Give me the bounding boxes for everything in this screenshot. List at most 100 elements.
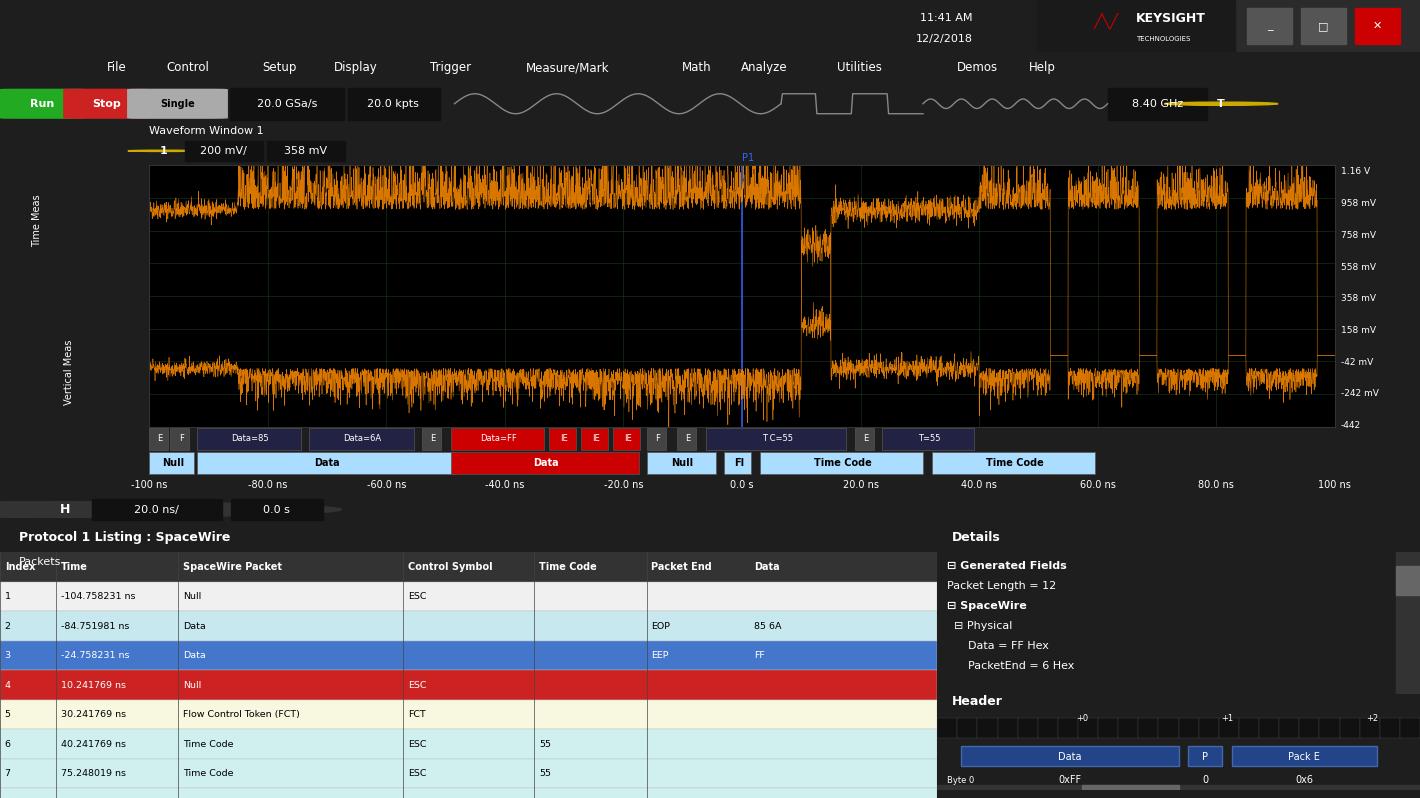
Text: 558 mV: 558 mV xyxy=(1340,263,1376,271)
Bar xyxy=(937,718,957,738)
Bar xyxy=(1058,718,1078,738)
Bar xyxy=(937,785,1420,790)
Bar xyxy=(1238,718,1260,738)
Bar xyxy=(0,670,937,700)
Text: Control Symbol: Control Symbol xyxy=(408,562,493,572)
Text: Demos: Demos xyxy=(957,61,998,74)
Text: Run: Run xyxy=(30,99,55,109)
Text: Data: Data xyxy=(314,458,339,468)
Text: Analyze: Analyze xyxy=(741,61,788,74)
Bar xyxy=(196,428,301,450)
Text: 0x6: 0x6 xyxy=(1295,776,1314,785)
Circle shape xyxy=(0,502,342,517)
Text: F: F xyxy=(179,434,183,444)
Bar xyxy=(1360,718,1380,738)
Text: 30.241769 ns: 30.241769 ns xyxy=(61,710,126,719)
Text: SpaceWire Packet: SpaceWire Packet xyxy=(183,562,281,572)
Text: 0.0 s: 0.0 s xyxy=(730,480,754,490)
Text: ESC: ESC xyxy=(408,681,426,689)
Bar xyxy=(1159,718,1179,738)
Text: 1: 1 xyxy=(159,146,168,156)
Text: -84.751981 ns: -84.751981 ns xyxy=(61,622,129,630)
Text: 358 mV: 358 mV xyxy=(284,146,327,156)
Text: ⊟ Physical: ⊟ Physical xyxy=(947,621,1012,631)
Bar xyxy=(957,718,977,738)
Bar xyxy=(1319,718,1339,738)
Text: 4: 4 xyxy=(4,681,11,689)
Text: ⊟ Generated Fields: ⊟ Generated Fields xyxy=(947,562,1066,571)
Bar xyxy=(724,452,751,474)
Text: Time Code: Time Code xyxy=(540,562,596,572)
Bar xyxy=(612,428,640,450)
Text: Packets: Packets xyxy=(18,557,61,567)
Text: E: E xyxy=(158,434,162,444)
Text: 8.40 GHz: 8.40 GHz xyxy=(1132,99,1183,109)
Bar xyxy=(1198,718,1218,738)
Text: Index: Index xyxy=(4,562,36,572)
Text: -24.758231 ns: -24.758231 ns xyxy=(61,651,129,660)
Text: IE: IE xyxy=(559,434,568,444)
Bar xyxy=(230,499,322,520)
Bar xyxy=(0,700,937,729)
Bar xyxy=(1396,552,1420,694)
Text: H: H xyxy=(60,503,70,516)
Text: -42 mV: -42 mV xyxy=(1340,358,1373,367)
Text: Time Code: Time Code xyxy=(814,458,872,468)
Text: Data=85: Data=85 xyxy=(231,434,268,444)
Bar xyxy=(677,428,696,450)
Text: E: E xyxy=(862,434,868,444)
Text: +2: +2 xyxy=(1366,713,1377,723)
Text: 2: 2 xyxy=(4,622,11,630)
Bar xyxy=(1279,718,1299,738)
Bar xyxy=(170,428,189,450)
Bar xyxy=(1218,718,1238,738)
Text: 11:41 AM: 11:41 AM xyxy=(920,13,973,23)
Bar xyxy=(1339,718,1359,738)
Bar xyxy=(882,428,974,450)
Text: Null: Null xyxy=(183,681,202,689)
Text: 85 6A: 85 6A xyxy=(754,622,782,630)
Text: 200 mV/: 200 mV/ xyxy=(199,146,247,156)
Text: 10.241769 ns: 10.241769 ns xyxy=(61,681,126,689)
Text: -60.0 ns: -60.0 ns xyxy=(366,480,406,490)
Text: Data=6A: Data=6A xyxy=(344,434,382,444)
Text: 20.0 ns: 20.0 ns xyxy=(842,480,879,490)
Text: IE: IE xyxy=(592,434,599,444)
Bar xyxy=(1078,718,1098,738)
Text: Pack E: Pack E xyxy=(1288,752,1321,761)
Text: Time Code: Time Code xyxy=(985,458,1044,468)
Text: -242 mV: -242 mV xyxy=(1340,389,1379,398)
Text: 20.0 kpts: 20.0 kpts xyxy=(368,99,419,109)
Bar xyxy=(1193,0,1420,52)
Bar xyxy=(1037,0,1235,52)
FancyBboxPatch shape xyxy=(128,89,227,118)
Bar xyxy=(0,729,937,759)
Bar xyxy=(196,452,454,474)
Bar xyxy=(977,718,998,738)
Text: □: □ xyxy=(1318,21,1329,31)
Text: TECHNOLOGIES: TECHNOLOGIES xyxy=(1136,36,1190,42)
Text: Setup: Setup xyxy=(263,61,297,74)
Text: Data = FF Hex: Data = FF Hex xyxy=(947,641,1049,651)
Text: EEP: EEP xyxy=(652,651,669,660)
Text: Protocol 1 Listing : SpaceWire: Protocol 1 Listing : SpaceWire xyxy=(18,531,230,544)
Text: Help: Help xyxy=(1028,61,1055,74)
Bar xyxy=(452,452,639,474)
Bar xyxy=(0,641,937,670)
Bar xyxy=(1082,785,1179,790)
Bar xyxy=(267,140,345,161)
Bar xyxy=(1260,718,1279,738)
Text: 958 mV: 958 mV xyxy=(1340,199,1376,208)
Text: P: P xyxy=(1203,752,1208,761)
Bar xyxy=(1108,88,1207,120)
Text: Details: Details xyxy=(951,531,1001,544)
Text: Time Meas: Time Meas xyxy=(33,194,43,247)
Text: Data: Data xyxy=(183,622,206,630)
Text: KEYSIGHT: KEYSIGHT xyxy=(1136,12,1206,25)
Bar xyxy=(581,428,608,450)
Text: +1: +1 xyxy=(1221,713,1233,723)
Text: 75.248019 ns: 75.248019 ns xyxy=(61,769,126,778)
Bar xyxy=(998,718,1018,738)
Text: Trigger: Trigger xyxy=(430,61,470,74)
Circle shape xyxy=(1164,102,1278,105)
